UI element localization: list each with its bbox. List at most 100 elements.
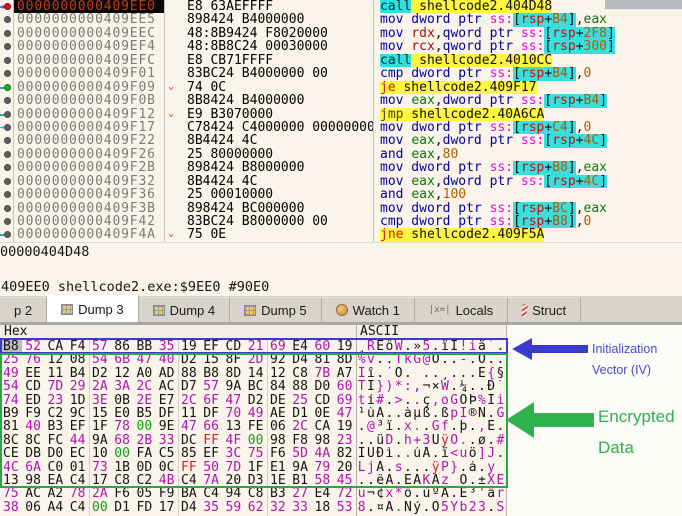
hex-byte[interactable]: 2B <box>136 432 153 448</box>
hex-byte[interactable]: B8 <box>0 340 23 353</box>
hex-byte[interactable]: 20 <box>336 459 353 475</box>
hex-byte[interactable]: 21 <box>247 339 264 354</box>
hex-byte[interactable]: 11 <box>47 365 64 381</box>
hex-byte[interactable]: 4C <box>3 459 19 475</box>
hex-byte[interactable]: 69 <box>336 392 353 408</box>
instruction-address[interactable]: 0000000000409F0B <box>14 94 165 108</box>
hex-byte[interactable]: A2 <box>47 486 64 502</box>
hex-byte[interactable]: 98 <box>270 432 286 448</box>
hex-byte[interactable]: 73 <box>92 459 108 475</box>
disasm-row[interactable]: 0000000000409F2B 898424 B8000000 mov dword… <box>0 161 682 175</box>
hex-byte[interactable]: FF <box>181 459 197 475</box>
instruction-address[interactable]: 0000000000409F17 <box>14 120 165 135</box>
hex-byte[interactable]: 13 <box>225 419 242 435</box>
hex-byte[interactable]: 81 <box>3 419 19 435</box>
hex-byte[interactable]: 40 <box>25 419 41 435</box>
hex-byte[interactable]: 70 <box>225 405 242 421</box>
hex-byte[interactable]: 54 <box>92 352 108 368</box>
hex-byte[interactable]: 3E <box>92 392 108 408</box>
hex-byte[interactable]: 7D <box>47 379 64 395</box>
hex-byte[interactable]: 86 <box>114 339 130 354</box>
hex-byte[interactable]: 72 <box>336 486 353 502</box>
instruction-bytes[interactable]: C78424 C4000000 00000000 <box>187 120 373 135</box>
hex-byte[interactable]: 7B <box>314 365 331 381</box>
instruction-bytes[interactable]: 8B4424 4C <box>187 174 258 189</box>
hex-byte[interactable]: 4A <box>314 446 331 462</box>
instruction-text[interactable]: jmp shellcode2.40A6CA <box>373 107 682 121</box>
hex-byte[interactable]: ED <box>25 392 41 408</box>
hex-byte[interactable]: C2 <box>47 405 64 421</box>
disasm-row[interactable]: → 0000000000409EE0 E8 63AEFFFF call shellco… <box>0 0 682 14</box>
hex-byte[interactable]: BA <box>181 486 197 502</box>
instruction-text[interactable]: mov dword ptr ss:[rsp+B4],eax <box>373 13 682 27</box>
hex-byte[interactable]: FC <box>47 432 64 448</box>
hex-byte[interactable]: 88 <box>292 379 308 395</box>
hex-byte[interactable]: 74 <box>3 392 19 408</box>
hex-byte[interactable]: 6A <box>25 459 41 475</box>
hex-byte[interactable]: EC <box>69 446 86 462</box>
instruction-text[interactable]: mov eax,dword ptr ss:[rsp+B4] <box>373 94 682 108</box>
instruction-bytes[interactable]: 75 0E <box>187 228 227 242</box>
hex-byte[interactable]: B3 <box>47 419 64 435</box>
hex-byte[interactable]: C4 <box>69 472 86 488</box>
hex-byte[interactable]: 2A <box>92 486 108 502</box>
ascii-text[interactable]: u ¬ ¢ x * ö. ù º Ä. È ³ ' ä r <box>357 487 505 500</box>
gutter-cell[interactable] <box>0 80 14 95</box>
disasm-row[interactable]: 0000000000409F01 83BC24 B4000000 00 cmp dw… <box>0 67 682 81</box>
instruction-bytes[interactable]: 48:8B8C24 00030000 <box>187 40 328 54</box>
hex-byte[interactable]: 3C <box>225 446 242 462</box>
hex-byte[interactable]: 1F <box>92 419 108 435</box>
hex-byte[interactable]: AC <box>25 486 41 502</box>
hex-byte[interactable]: 59 <box>225 499 242 515</box>
hex-byte[interactable]: 1E <box>270 472 286 488</box>
gutter-cell[interactable] <box>0 201 14 215</box>
hex-byte[interactable]: 2C <box>292 419 308 435</box>
hex-byte[interactable]: CA <box>314 419 331 435</box>
hex-byte[interactable]: 79 <box>314 459 331 475</box>
instruction-bytes[interactable]: E8 63AEFFFF <box>187 0 274 14</box>
dump-row[interactable]: 13 98 EA C4 17 C8 C2 4B C4 7A 20 D3 1E B1 58 45.. ê Ä. È Â K… <box>0 472 682 488</box>
hex-byte[interactable]: F9 <box>25 405 41 421</box>
hex-byte[interactable]: FA <box>136 446 153 462</box>
hex-byte[interactable]: 00 <box>114 446 130 462</box>
instruction-bytes[interactable]: 898424 B4000000 <box>187 13 305 27</box>
hex-byte[interactable]: C8 <box>247 486 264 502</box>
hex-byte[interactable]: D1 <box>114 499 130 515</box>
disasm-row[interactable]: 0000000000409F09 ⌄ 74 0C je shellcode2.409F… <box>0 80 682 95</box>
hex-byte[interactable]: 98 <box>314 432 331 448</box>
hex-byte[interactable]: D3 <box>247 472 264 488</box>
hex-byte[interactable]: 00 <box>92 499 108 515</box>
hex-byte[interactable]: D4 <box>181 499 197 515</box>
disasm-row[interactable]: 0000000000409EE5 898424 B4000000 mov dword… <box>0 13 682 27</box>
instruction-dot-icon[interactable] <box>4 204 11 212</box>
hex-byte[interactable]: AD <box>158 365 175 381</box>
hex-byte[interactable]: 9A <box>225 379 242 395</box>
hex-byte[interactable]: E7 <box>158 392 175 408</box>
instruction-dot-icon[interactable] <box>4 97 11 105</box>
gutter-cell[interactable] <box>0 13 14 27</box>
instruction-address[interactable]: 0000000000409F26 <box>14 147 165 162</box>
hex-byte[interactable]: EF <box>203 446 219 462</box>
hex-byte[interactable]: 19 <box>181 339 197 354</box>
instruction-text[interactable]: mov dword ptr ss:[rsp+BC],eax <box>373 201 682 215</box>
hex-byte[interactable]: 32 <box>270 499 286 515</box>
hex-byte[interactable]: 52 <box>25 339 41 354</box>
instruction-text[interactable]: mov rcx,qword ptr ss:[rsp+300] <box>373 40 682 54</box>
instruction-text[interactable]: and eax,80 <box>373 147 682 162</box>
dump-row[interactable]: 74 ED 23 1D 3E 0B 2E E7 2C 6F 47 D2 DE 25 CD 69 t í #. >.. ç… <box>0 392 682 408</box>
hex-byte[interactable]: CD <box>314 392 331 408</box>
hex-byte[interactable]: 00 <box>136 419 153 435</box>
hex-byte[interactable]: 20 <box>225 472 242 488</box>
hex-byte[interactable]: 8C <box>25 432 41 448</box>
flow-dot-icon[interactable] <box>4 83 11 91</box>
gutter-cell[interactable] <box>0 53 14 68</box>
instruction-dot-icon[interactable] <box>4 110 11 118</box>
instruction-bytes[interactable]: 8B8424 B4000000 <box>187 94 305 108</box>
hex-byte[interactable]: AC <box>158 379 175 395</box>
disasm-row[interactable]: 0000000000409F36 25 00010000 and eax,100 <box>0 188 682 202</box>
hex-byte[interactable]: 7D <box>225 459 242 475</box>
